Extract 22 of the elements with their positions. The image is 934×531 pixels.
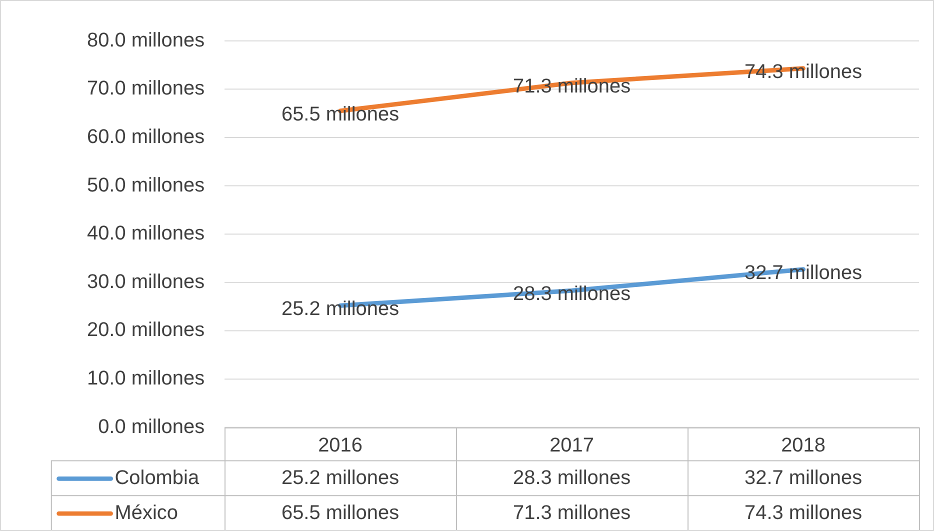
x-tick-label: 2018 xyxy=(781,434,826,456)
data-label: 65.5 millones xyxy=(281,502,400,524)
data-label: 28.3 millones xyxy=(512,467,631,490)
y-tick-label: 80.0 millones xyxy=(86,29,205,52)
y-tick-label: 50.0 millones xyxy=(86,174,205,196)
y-tick-label: 70.0 millones xyxy=(86,78,205,100)
x-tick-label: 2016 xyxy=(318,434,362,456)
data-label: 25.2 millones xyxy=(281,467,400,490)
data-label: 71.3 millones xyxy=(512,502,631,524)
y-tick-label: 60.0 millones xyxy=(86,126,205,148)
y-tick-label: 40.0 millones xyxy=(86,222,205,245)
legend-label: Colombia xyxy=(114,467,200,490)
data-label: 32.7 millones xyxy=(744,467,862,490)
data-label: 74.3 millones xyxy=(744,502,862,524)
y-tick-label: 0.0 millones xyxy=(98,416,205,438)
x-tick-label: 2017 xyxy=(550,434,594,456)
y-tick-label: 20.0 millones xyxy=(86,319,205,342)
text: 25.2 millones xyxy=(281,298,400,320)
text: 65.5 millones xyxy=(281,103,400,126)
y-tick-label: 10.0 millones xyxy=(86,368,205,390)
y-tick-label: 30.0 millones xyxy=(86,270,205,293)
legend-label: México xyxy=(114,502,178,524)
